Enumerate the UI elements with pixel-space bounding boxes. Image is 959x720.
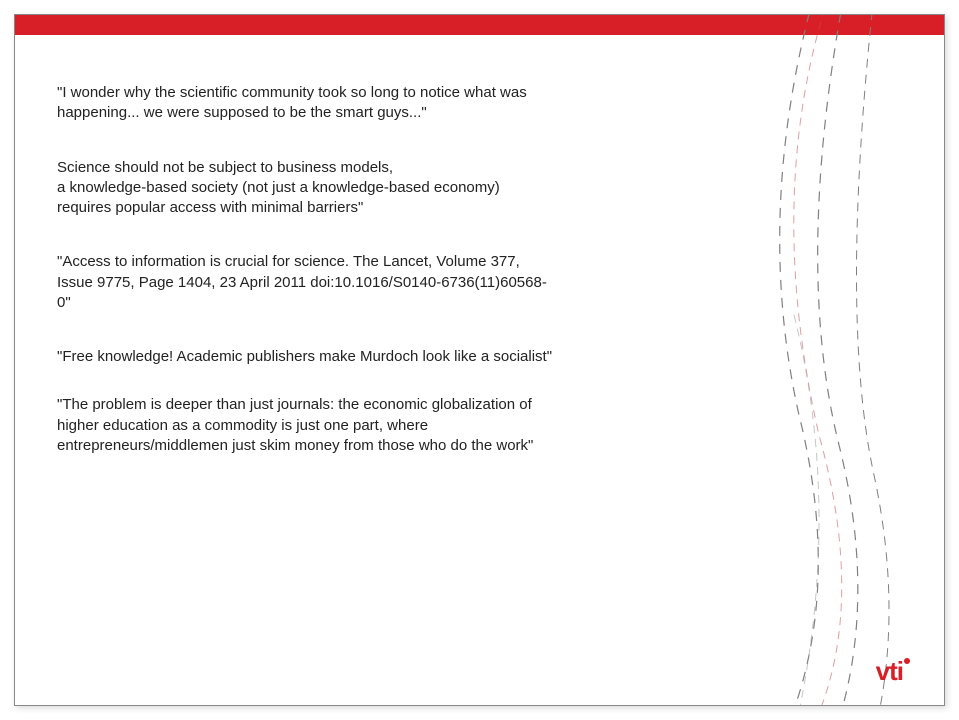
- vti-logo: vti: [876, 656, 910, 687]
- quote-4: "Free knowledge! Academic publishers mak…: [57, 347, 557, 367]
- quote-1-text: "I wonder why the scientific community t…: [57, 83, 557, 124]
- quote-2-line1: Science should not be subject to busines…: [57, 158, 557, 178]
- quote-1: "I wonder why the scientific community t…: [57, 83, 557, 124]
- quote-5-text: "The problem is deeper than just journal…: [57, 395, 557, 456]
- quote-5: "The problem is deeper than just journal…: [57, 395, 557, 456]
- slide-frame: "I wonder why the scientific community t…: [14, 14, 945, 706]
- top-accent-bar: [15, 15, 944, 35]
- logo-dot-icon: [904, 658, 910, 664]
- logo-text: vti: [876, 656, 903, 686]
- quote-2-line2: a knowledge-based society (not just a kn…: [57, 178, 557, 219]
- quote-4-text: "Free knowledge! Academic publishers mak…: [57, 347, 557, 367]
- quote-3: "Access to information is crucial for sc…: [57, 252, 557, 313]
- quote-3-text: "Access to information is crucial for sc…: [57, 252, 557, 313]
- content-area: "I wonder why the scientific community t…: [57, 83, 557, 456]
- quote-2: Science should not be subject to busines…: [57, 158, 557, 219]
- decorative-curves: [644, 15, 944, 706]
